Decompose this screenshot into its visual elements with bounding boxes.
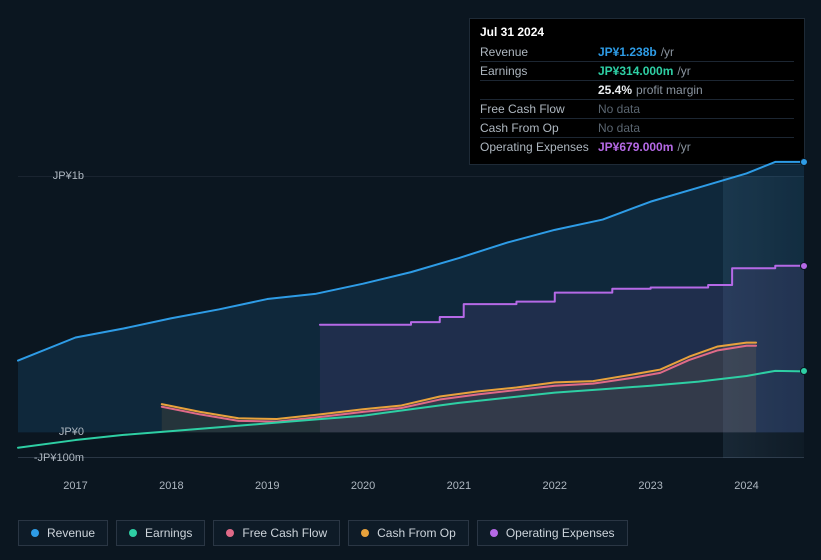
tooltip-row-value: JP¥314.000m (598, 64, 673, 78)
tooltip-row: Operating ExpensesJP¥679.000m/yr (480, 137, 794, 156)
chart-area[interactable]: JP¥1b JP¥0 -JP¥100m 2017 2018 2019 2020 2021 20… (18, 160, 804, 490)
series-end-marker (800, 262, 808, 270)
legend-item[interactable]: Free Cash Flow (213, 520, 340, 546)
tooltip-row: RevenueJP¥1.238b/yr (480, 43, 794, 61)
tooltip-row-label: Operating Expenses (480, 140, 598, 154)
tooltip-row-value: JP¥1.238b (598, 45, 657, 59)
series-end-marker (800, 367, 808, 375)
chart-svg (18, 176, 804, 458)
x-axis-label: 2020 (351, 480, 375, 492)
financial-history-chart: Jul 31 2024 RevenueJP¥1.238b/yrEarningsJ… (0, 0, 821, 560)
legend-swatch-icon (129, 529, 137, 537)
legend-item[interactable]: Cash From Op (348, 520, 469, 546)
legend-swatch-icon (226, 529, 234, 537)
tooltip-row-unit: /yr (673, 140, 690, 154)
x-axis-label: 2022 (543, 480, 567, 492)
y-axis-label: JP¥1b (22, 170, 84, 182)
x-axis-label: 2024 (734, 480, 758, 492)
chart-tooltip: Jul 31 2024 RevenueJP¥1.238b/yrEarningsJ… (469, 18, 805, 165)
tooltip-row: EarningsJP¥314.000m/yr (480, 61, 794, 80)
y-axis-label: -JP¥100m (22, 452, 84, 464)
tooltip-date: Jul 31 2024 (480, 25, 794, 43)
tooltip-row: 25.4%profit margin (480, 80, 794, 99)
x-axis-label: 2023 (638, 480, 662, 492)
legend-item[interactable]: Revenue (18, 520, 108, 546)
legend-swatch-icon (361, 529, 369, 537)
x-axis: 2017 2018 2019 2020 2021 2022 2023 2024 (18, 480, 804, 500)
tooltip-row-value: 25.4% (598, 83, 632, 97)
x-axis-label: 2017 (63, 480, 87, 492)
tooltip-row: Free Cash FlowNo data (480, 99, 794, 118)
tooltip-row-unit: profit margin (632, 83, 703, 97)
legend-item[interactable]: Operating Expenses (477, 520, 628, 546)
legend-item-label: Operating Expenses (506, 526, 615, 540)
legend-swatch-icon (31, 529, 39, 537)
tooltip-row-label: Free Cash Flow (480, 102, 598, 116)
legend-item-label: Earnings (145, 526, 192, 540)
legend-item-label: Cash From Op (377, 526, 456, 540)
tooltip-row-label: Cash From Op (480, 121, 598, 135)
legend-item[interactable]: Earnings (116, 520, 205, 546)
legend-item-label: Revenue (47, 526, 95, 540)
tooltip-row-label: Earnings (480, 64, 598, 78)
legend-item-label: Free Cash Flow (242, 526, 327, 540)
tooltip-row-value: JP¥679.000m (598, 140, 673, 154)
x-axis-label: 2019 (255, 480, 279, 492)
y-axis-label: JP¥0 (22, 426, 84, 438)
tooltip-row-label: Revenue (480, 45, 598, 59)
tooltip-row: Cash From OpNo data (480, 118, 794, 137)
x-axis-label: 2018 (159, 480, 183, 492)
tooltip-row-nodata: No data (598, 121, 640, 135)
tooltip-row-label (480, 83, 598, 97)
series-end-marker (800, 158, 808, 166)
tooltip-row-unit: /yr (673, 64, 690, 78)
legend-swatch-icon (490, 529, 498, 537)
tooltip-row-unit: /yr (657, 45, 674, 59)
legend: Revenue Earnings Free Cash Flow Cash From O… (18, 520, 628, 546)
tooltip-row-nodata: No data (598, 102, 640, 116)
x-axis-label: 2021 (447, 480, 471, 492)
